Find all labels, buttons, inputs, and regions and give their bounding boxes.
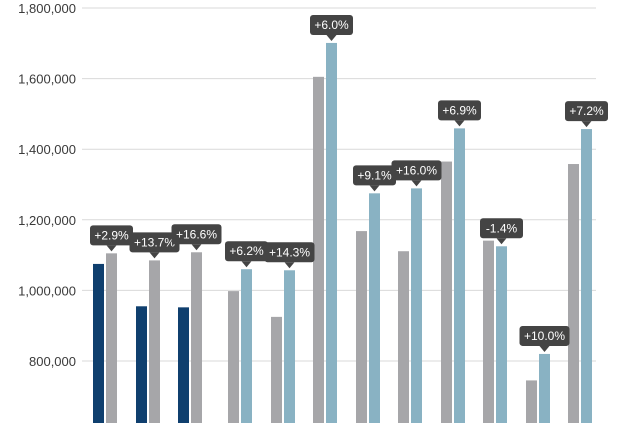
badge-pointer — [241, 261, 252, 268]
badge-pointer — [326, 34, 337, 41]
badge-pointer — [539, 345, 550, 352]
change-badge: +6.2% — [225, 241, 268, 268]
bar — [93, 263, 104, 423]
bar — [581, 129, 592, 423]
badge-label: -1.4% — [486, 221, 518, 235]
badge-background — [225, 241, 268, 262]
badge-label: +6.0% — [314, 18, 349, 32]
bar — [191, 252, 202, 423]
badge-pointer — [284, 262, 295, 269]
badge-label: +10.0% — [524, 329, 565, 343]
badge-background — [519, 325, 570, 346]
badge-pointer — [191, 244, 202, 251]
bar — [149, 260, 160, 423]
bar — [454, 128, 465, 423]
bar — [411, 188, 422, 423]
badge-background — [353, 165, 396, 186]
change-badges: +2.9% +13.7%+16.6% +6.2% +14.3% +6.0% +9.1% +1… — [90, 14, 608, 352]
change-badge: +9.1% — [353, 165, 396, 192]
badge-label: +9.1% — [357, 168, 392, 182]
change-badge: +16.6% — [171, 224, 222, 251]
badge-pointer — [369, 185, 380, 192]
badge-pointer — [411, 180, 422, 187]
bar — [178, 307, 189, 423]
badge-pointer — [454, 120, 465, 127]
change-badge: +2.9% — [90, 225, 133, 252]
badge-label: +2.9% — [94, 228, 129, 242]
bar — [398, 251, 409, 423]
badge-background — [90, 225, 133, 246]
bar — [326, 42, 337, 423]
y-tick-label: 1,200,000 — [18, 213, 76, 228]
badge-label: +13.7% — [134, 235, 175, 249]
change-badge: +13.7% — [129, 232, 180, 259]
change-badge: +7.2% — [565, 101, 608, 128]
badge-background — [565, 101, 608, 122]
gridlines — [82, 7, 596, 362]
y-tick-label: 1,800,000 — [18, 1, 76, 16]
bar — [241, 269, 252, 423]
change-badge: +16.0% — [391, 160, 442, 187]
badge-background — [171, 224, 222, 245]
bar — [539, 353, 550, 423]
change-badge: -1.4% — [480, 218, 523, 245]
y-tick-label: 800,000 — [29, 354, 76, 369]
bar — [369, 193, 380, 423]
bar — [228, 291, 239, 423]
bar — [284, 270, 295, 423]
badge-pointer — [496, 238, 507, 245]
bar — [313, 76, 324, 423]
badge-pointer — [581, 121, 592, 128]
badge-label: +14.3% — [269, 245, 310, 259]
change-badge: +6.0% — [310, 14, 353, 41]
badge-background — [310, 14, 353, 35]
badge-background — [264, 242, 315, 263]
badge-label: +16.6% — [176, 227, 217, 241]
badge-background — [129, 232, 180, 253]
y-tick-label: 1,400,000 — [18, 142, 76, 157]
change-badge: +10.0% — [519, 325, 570, 352]
y-tick-label: 1,000,000 — [18, 283, 76, 298]
badge-background — [480, 218, 523, 239]
badge-pointer — [106, 245, 117, 252]
badge-label: +6.2% — [229, 244, 264, 258]
change-badge: +6.9% — [438, 100, 481, 127]
bar — [483, 240, 494, 423]
bar — [526, 380, 537, 423]
bar — [136, 306, 147, 423]
bar — [356, 231, 367, 423]
badge-label: +16.0% — [396, 163, 437, 177]
change-badge: +14.3% — [264, 242, 315, 269]
y-axis-tick-labels: 800,000 1,000,000 1,200,000 1,400,000 1,600,… — [18, 1, 76, 369]
bar — [106, 253, 117, 423]
badge-background — [438, 100, 481, 121]
bars — [93, 42, 592, 423]
badge-background — [391, 160, 442, 181]
y-tick-label: 1,600,000 — [18, 72, 76, 87]
bar — [496, 246, 507, 423]
badge-label: +7.2% — [569, 104, 604, 118]
badge-pointer — [149, 252, 160, 259]
bar — [271, 316, 282, 423]
badge-label: +6.9% — [442, 103, 477, 117]
bar — [568, 164, 579, 423]
bar — [441, 161, 452, 423]
